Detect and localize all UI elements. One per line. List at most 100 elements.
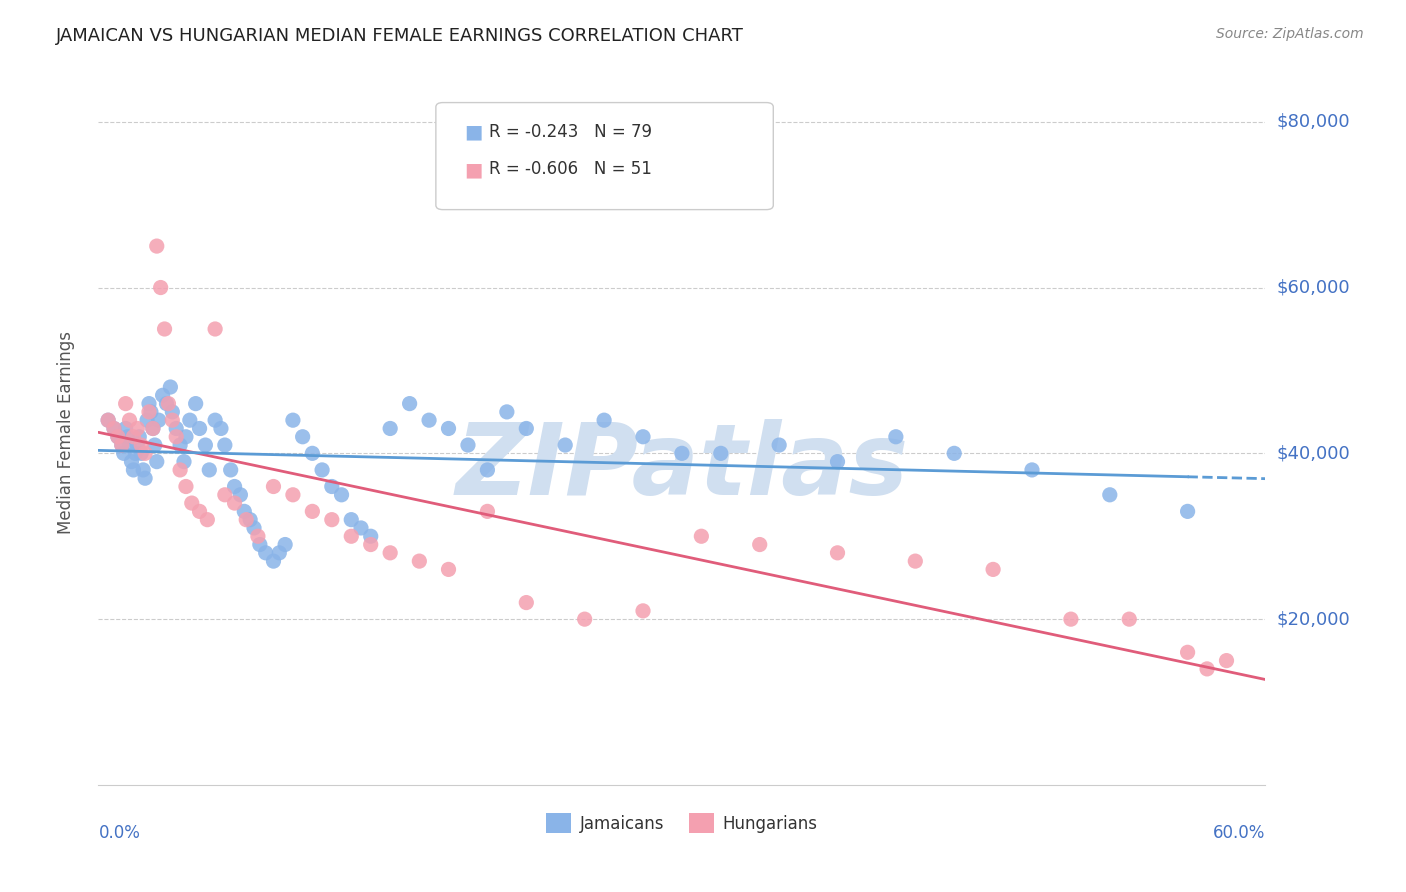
Point — [136, 413, 159, 427]
Point — [233, 504, 256, 518]
Point — [904, 554, 927, 568]
Point — [350, 521, 373, 535]
Point — [174, 479, 197, 493]
Point — [243, 521, 266, 535]
Point — [943, 446, 966, 460]
Point — [122, 430, 145, 444]
Point — [340, 529, 363, 543]
Point — [515, 596, 537, 610]
Point — [138, 405, 160, 419]
Point — [214, 488, 236, 502]
Point — [229, 488, 252, 502]
Point — [1177, 504, 1199, 518]
Point — [398, 396, 420, 410]
Point — [194, 438, 217, 452]
Point — [155, 396, 177, 410]
Point — [224, 496, 246, 510]
Point — [139, 405, 162, 419]
Point — [321, 513, 343, 527]
Text: $80,000: $80,000 — [1277, 112, 1350, 131]
Point — [631, 604, 654, 618]
Point — [198, 463, 221, 477]
Text: R = -0.243   N = 79: R = -0.243 N = 79 — [489, 123, 652, 141]
Point — [146, 455, 169, 469]
Point — [1215, 654, 1237, 668]
Point — [554, 438, 576, 452]
Legend: Jamaicans, Hungarians: Jamaicans, Hungarians — [540, 806, 824, 840]
Text: $20,000: $20,000 — [1277, 610, 1350, 628]
Point — [169, 463, 191, 477]
Point — [281, 488, 304, 502]
Point — [321, 479, 343, 493]
Point — [214, 438, 236, 452]
Point — [127, 438, 149, 452]
Point — [269, 546, 291, 560]
Point — [149, 280, 172, 294]
Point — [103, 421, 125, 435]
Point — [249, 537, 271, 551]
Text: JAMAICAN VS HUNGARIAN MEDIAN FEMALE EARNINGS CORRELATION CHART: JAMAICAN VS HUNGARIAN MEDIAN FEMALE EARN… — [56, 27, 744, 45]
Point — [121, 455, 143, 469]
Point — [146, 239, 169, 253]
Point — [114, 396, 136, 410]
Point — [330, 488, 353, 502]
Text: $40,000: $40,000 — [1277, 444, 1350, 462]
Point — [710, 446, 733, 460]
Text: ■: ■ — [464, 160, 482, 179]
Point — [129, 446, 152, 460]
Point — [477, 504, 499, 518]
Point — [690, 529, 713, 543]
Point — [311, 463, 333, 477]
Text: Source: ZipAtlas.com: Source: ZipAtlas.com — [1216, 27, 1364, 41]
Point — [437, 562, 460, 576]
Text: $60,000: $60,000 — [1277, 278, 1350, 296]
Point — [224, 479, 246, 493]
Point — [574, 612, 596, 626]
Point — [827, 546, 849, 560]
Point — [246, 529, 269, 543]
Text: ZIPatlas: ZIPatlas — [456, 419, 908, 516]
Point — [142, 421, 165, 435]
Point — [204, 322, 226, 336]
Y-axis label: Median Female Earnings: Median Female Earnings — [56, 331, 75, 534]
Text: R = -0.606   N = 51: R = -0.606 N = 51 — [489, 161, 652, 178]
Point — [188, 421, 211, 435]
Point — [132, 463, 155, 477]
Point — [169, 438, 191, 452]
Point — [593, 413, 616, 427]
Point — [152, 388, 174, 402]
Point — [301, 446, 323, 460]
Point — [127, 421, 149, 435]
Point — [235, 513, 257, 527]
Point — [360, 537, 382, 551]
Point — [157, 396, 180, 410]
Point — [148, 413, 170, 427]
Point — [134, 446, 156, 460]
Point — [107, 430, 129, 444]
Point — [195, 513, 218, 527]
Point — [188, 504, 211, 518]
Point — [1118, 612, 1140, 626]
Point — [291, 430, 314, 444]
Point — [671, 446, 693, 460]
Point — [457, 438, 479, 452]
Point — [219, 463, 242, 477]
Point — [827, 455, 849, 469]
Point — [162, 405, 184, 419]
Point — [165, 430, 187, 444]
Point — [159, 380, 181, 394]
Point — [239, 513, 262, 527]
Point — [124, 446, 146, 460]
Point — [174, 430, 197, 444]
Point — [209, 421, 232, 435]
Point — [477, 463, 499, 477]
Point — [184, 396, 207, 410]
Point — [142, 421, 165, 435]
Point — [281, 413, 304, 427]
Point — [114, 421, 136, 435]
Point — [128, 430, 150, 444]
Point — [380, 546, 402, 560]
Point — [408, 554, 430, 568]
Point — [496, 405, 519, 419]
Point — [301, 504, 323, 518]
